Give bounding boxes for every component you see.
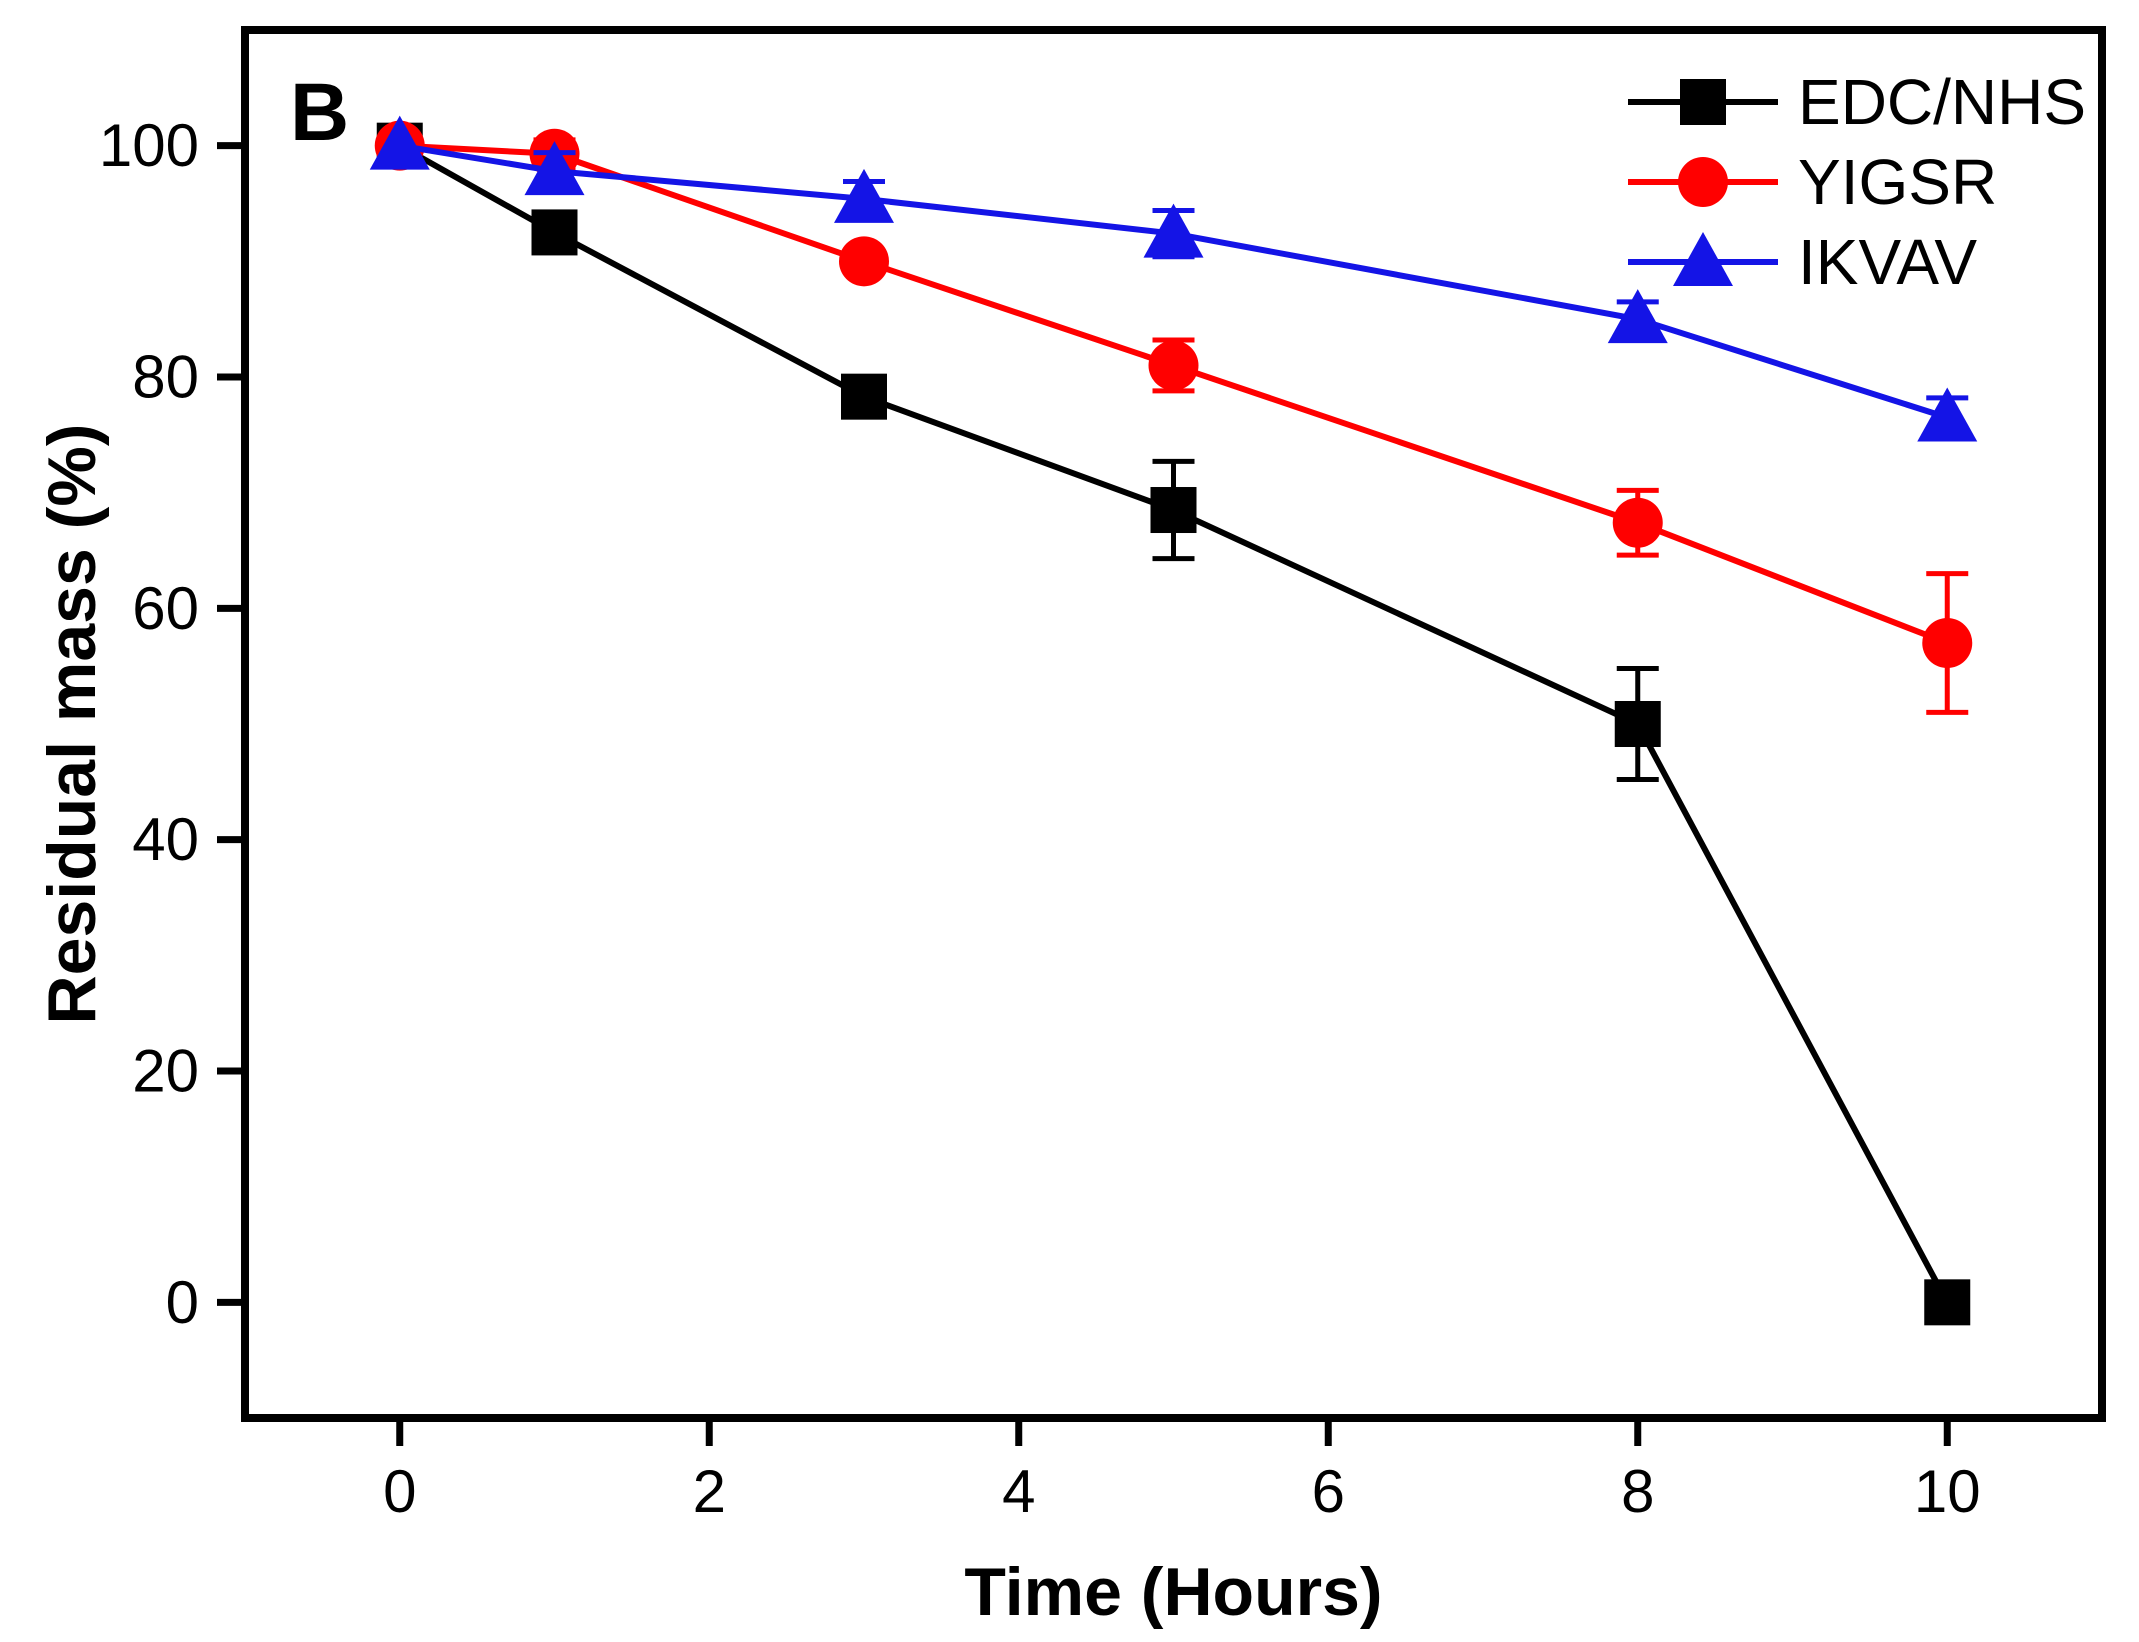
marker-circle-icon xyxy=(1148,340,1199,391)
y-tick-label: 20 xyxy=(132,1038,199,1105)
legend-label: EDC/NHS xyxy=(1798,66,2086,138)
marker-square-icon xyxy=(1614,701,1661,747)
legend-item-ikvav: IKVAV xyxy=(1628,226,1977,298)
y-tick-label: 40 xyxy=(132,806,199,873)
y-axis: 0 20 40 60 80 100 xyxy=(99,112,245,1336)
series-ikvav xyxy=(369,115,1978,442)
marker-triangle-icon xyxy=(524,141,585,196)
legend-label: IKVAV xyxy=(1798,226,1977,298)
legend-marker-triangle-icon xyxy=(1673,232,1733,286)
data-line xyxy=(399,142,1949,646)
marker-circle-icon xyxy=(839,236,889,287)
data-line xyxy=(399,142,1949,421)
marker-triangle-icon xyxy=(1143,203,1204,258)
marker-triangle-icon xyxy=(1607,289,1668,344)
plot-frame xyxy=(241,26,2106,1422)
x-axis-title: Time (Hours) xyxy=(964,1554,1382,1630)
data-line xyxy=(398,143,1950,1304)
x-tick-label: 10 xyxy=(1914,1458,1981,1525)
y-tick-label: 60 xyxy=(132,575,199,642)
marker-square-icon xyxy=(531,209,578,256)
y-tick-label: 80 xyxy=(132,344,199,411)
x-tick-label: 6 xyxy=(1312,1458,1345,1525)
legend-marker-square-icon xyxy=(1680,79,1726,125)
x-axis: 0 2 4 6 8 10 xyxy=(383,1418,1981,1525)
marker-square-icon xyxy=(1924,1279,1971,1326)
marker-square-icon xyxy=(1150,487,1197,534)
marker-triangle-icon xyxy=(834,168,894,223)
legend-marker-circle-icon xyxy=(1678,157,1728,207)
x-tick-label: 4 xyxy=(1002,1458,1035,1525)
x-tick-label: 0 xyxy=(383,1458,416,1525)
legend: EDC/NHS YIGSR IKVAV xyxy=(1628,66,2086,298)
legend-item-edc-nhs: EDC/NHS xyxy=(1628,66,2086,138)
marker-triangle-icon xyxy=(1917,387,1978,442)
series-edc-nhs xyxy=(376,122,1971,1326)
marker-square-icon xyxy=(841,373,887,420)
legend-item-yigsr: YIGSR xyxy=(1628,146,1997,218)
legend-label: YIGSR xyxy=(1798,146,1997,218)
marker-circle-icon xyxy=(1922,618,1973,669)
x-tick-label: 8 xyxy=(1621,1458,1654,1525)
y-tick-label: 100 xyxy=(99,112,199,179)
y-tick-label: 0 xyxy=(166,1269,199,1336)
marker-triangle-icon xyxy=(369,115,430,170)
panel-label: B xyxy=(290,67,349,158)
x-tick-label: 2 xyxy=(693,1458,726,1525)
y-axis-title: Residual mass (%) xyxy=(34,424,110,1025)
marker-circle-icon xyxy=(1612,497,1663,548)
